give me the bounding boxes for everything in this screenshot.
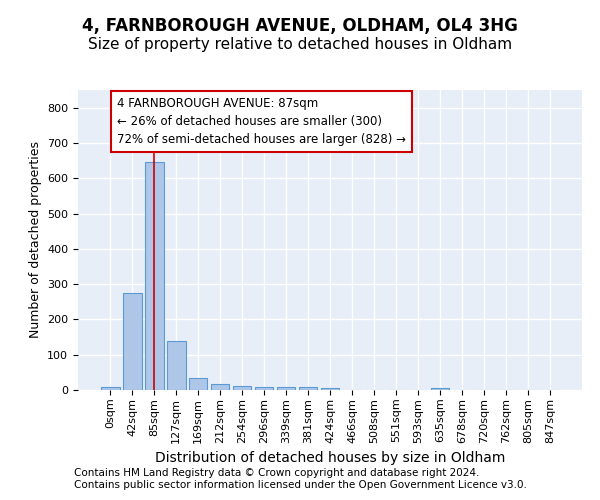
Bar	[211, 384, 229, 390]
Y-axis label: Number of detached properties: Number of detached properties	[29, 142, 41, 338]
Bar	[233, 386, 251, 390]
Text: Contains HM Land Registry data © Crown copyright and database right 2024.
Contai: Contains HM Land Registry data © Crown c…	[74, 468, 526, 490]
Bar	[189, 378, 208, 390]
Text: 4 FARNBOROUGH AVENUE: 87sqm
← 26% of detached houses are smaller (300)
72% of se: 4 FARNBOROUGH AVENUE: 87sqm ← 26% of det…	[117, 97, 406, 146]
Bar	[145, 162, 164, 390]
Bar	[123, 293, 142, 390]
Bar	[431, 388, 449, 390]
Bar	[167, 342, 185, 390]
Bar	[277, 387, 295, 390]
Bar	[255, 387, 274, 390]
Bar	[299, 387, 317, 390]
Text: Size of property relative to detached houses in Oldham: Size of property relative to detached ho…	[88, 38, 512, 52]
Text: 4, FARNBOROUGH AVENUE, OLDHAM, OL4 3HG: 4, FARNBOROUGH AVENUE, OLDHAM, OL4 3HG	[82, 18, 518, 36]
Bar	[101, 387, 119, 390]
X-axis label: Distribution of detached houses by size in Oldham: Distribution of detached houses by size …	[155, 451, 505, 465]
Bar	[320, 388, 340, 390]
